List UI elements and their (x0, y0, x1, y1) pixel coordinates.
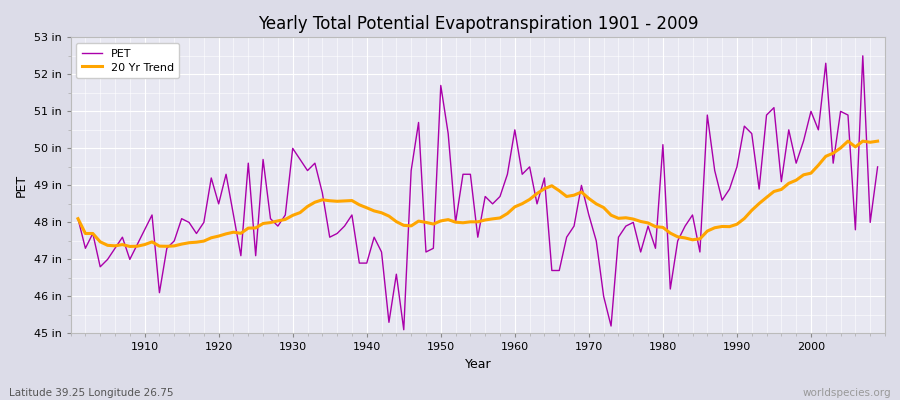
X-axis label: Year: Year (464, 358, 491, 371)
PET (509, 128, 520, 132)
PET (872, 164, 883, 169)
20 Yr Trend (872, 139, 883, 144)
20 Yr Trend (842, 139, 853, 144)
PET (73, 216, 84, 221)
20 Yr Trend (302, 204, 313, 209)
20 Yr Trend (606, 213, 616, 218)
Title: Yearly Total Potential Evapotranspiration 1901 - 2009: Yearly Total Potential Evapotranspiratio… (257, 15, 698, 33)
PET (399, 327, 410, 332)
20 Yr Trend (124, 244, 135, 249)
PET (517, 172, 527, 177)
PET (131, 242, 142, 247)
PET (339, 224, 350, 228)
PET (294, 157, 305, 162)
PET (606, 324, 616, 328)
Line: PET: PET (78, 56, 878, 330)
20 Yr Trend (509, 204, 520, 209)
20 Yr Trend (346, 198, 357, 203)
20 Yr Trend (140, 242, 150, 247)
20 Yr Trend (517, 201, 527, 206)
20 Yr Trend (73, 216, 84, 221)
Line: 20 Yr Trend: 20 Yr Trend (78, 141, 878, 246)
Text: Latitude 39.25 Longitude 26.75: Latitude 39.25 Longitude 26.75 (9, 388, 174, 398)
Text: worldspecies.org: worldspecies.org (803, 388, 891, 398)
Legend: PET, 20 Yr Trend: PET, 20 Yr Trend (76, 43, 179, 78)
Y-axis label: PET: PET (15, 174, 28, 197)
PET (858, 54, 868, 58)
